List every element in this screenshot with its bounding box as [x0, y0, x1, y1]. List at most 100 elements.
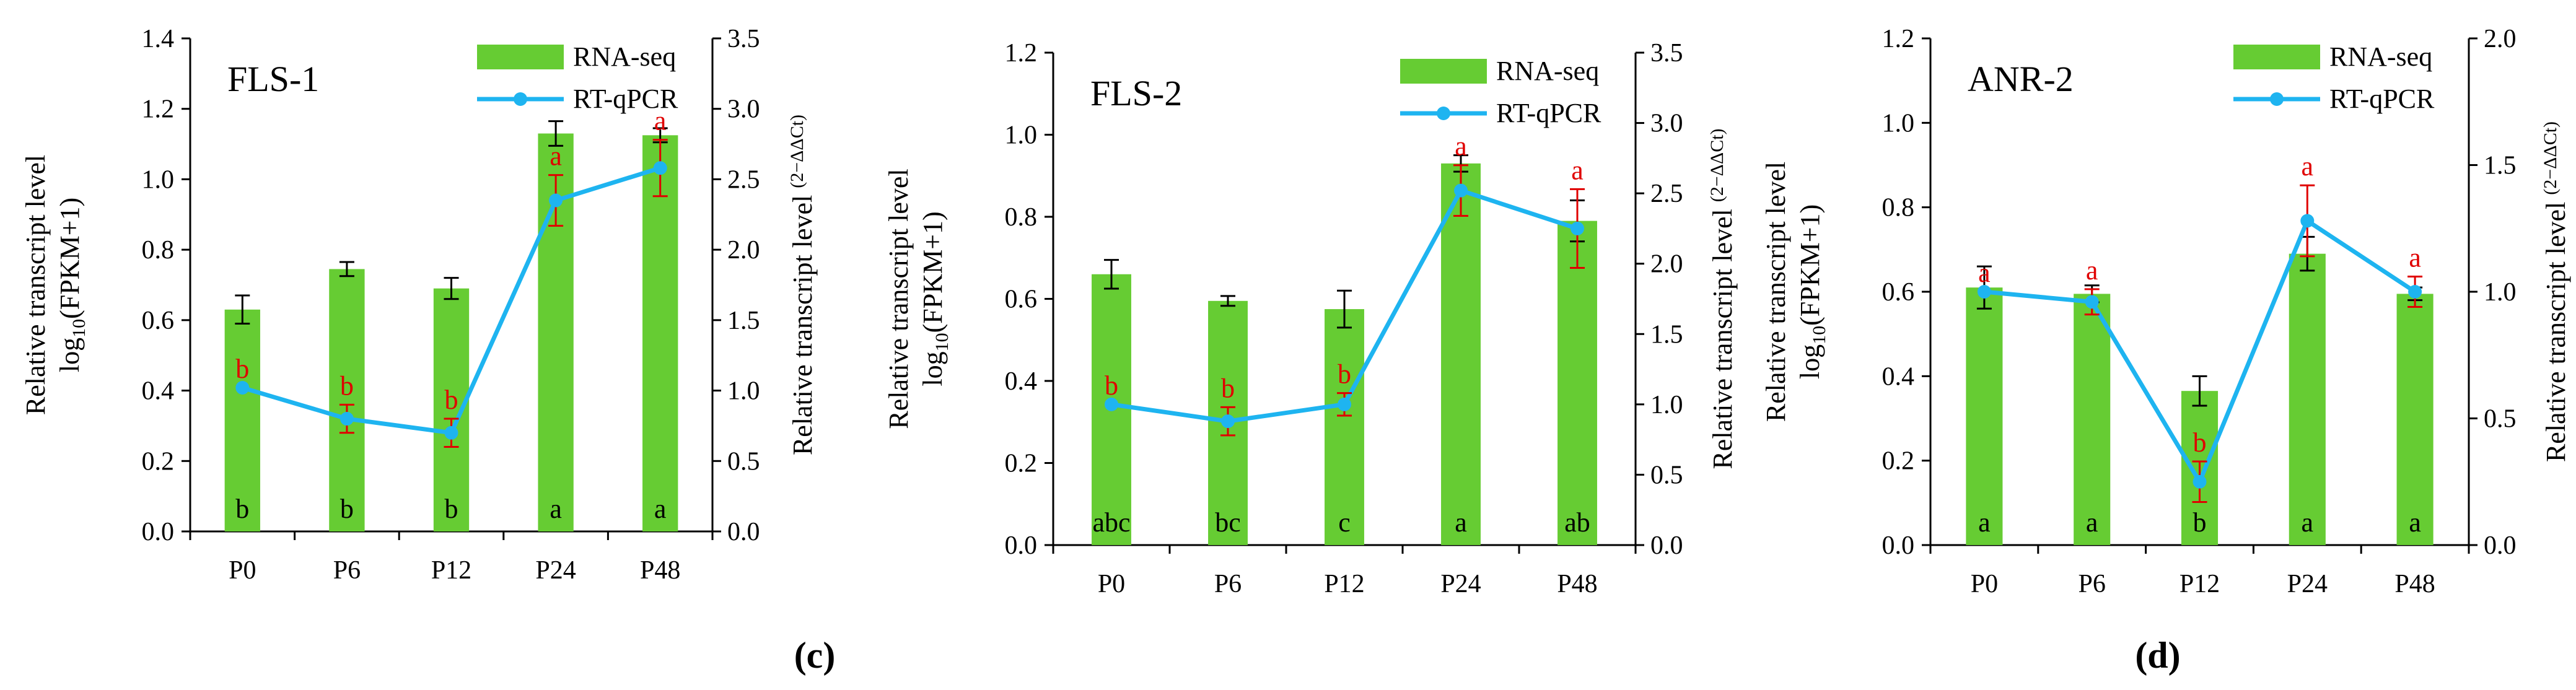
- y-tick-label: 0.0: [1005, 531, 1038, 560]
- legend-label-rtqpcr: RT-qPCR: [2329, 84, 2435, 114]
- y-tick-label: 0.4: [1005, 367, 1038, 396]
- y-axis-label-line2: log10(FPKM+1): [1795, 204, 1829, 379]
- y2-tick-label: 3.0: [1650, 110, 1683, 138]
- y2-axis-label-superscript: (2−ΔΔCt): [1707, 128, 1727, 202]
- rtqpcr-point: [2085, 295, 2099, 309]
- y-axis-label-line1: Relative transcript level: [1761, 162, 1791, 422]
- bar-significance-letter: a: [2409, 507, 2421, 538]
- y2-tick-label: 2.0: [1650, 250, 1683, 279]
- rtqpcr-point: [235, 381, 250, 395]
- legend-label-rnaseq: RNA-seq: [573, 41, 676, 72]
- panel-label-c: (c): [794, 635, 836, 676]
- y-axis-label-line2: log10(FPKM+1): [918, 211, 952, 386]
- bar-significance-letter: a: [550, 494, 562, 524]
- y-axis-label-subscript: 10: [69, 319, 89, 338]
- bar-significance-letter: a: [1978, 507, 1991, 538]
- chart-fls1: 0.0 0.2 0.4 0.6 0.8 1.0 1.2 1.4 0.0 0.5 1.0 1.5 2.0 2…: [20, 25, 818, 585]
- line-significance-letter: a: [2086, 255, 2098, 286]
- bar: [642, 135, 678, 531]
- chart-title: FLS-2: [1090, 73, 1182, 113]
- y-axis-label-fpkm: (FPKM+1): [55, 198, 85, 319]
- y2-tick-label: 1.5: [2484, 152, 2517, 180]
- chart-fls2: 0.0 0.2 0.4 0.6 0.8 1.0 1.2 0.0 0.5 1.0 1.5 2.0 2.5 3…: [883, 39, 1738, 598]
- y-tick-label: 0.4: [1882, 362, 1915, 391]
- x-tick-label: P24: [1440, 570, 1481, 598]
- bar: [1441, 163, 1481, 545]
- y-tick-label: 0.2: [1005, 450, 1038, 478]
- y-tick-label: 0.8: [1005, 203, 1038, 232]
- y2-tick-label: 1.0: [727, 377, 760, 406]
- y-axis-label-log: log: [1795, 344, 1825, 379]
- y2-tick-label: 2.5: [727, 165, 760, 194]
- y2-tick-label: 0.5: [2484, 405, 2517, 434]
- x-tick-label: P48: [1557, 570, 1597, 598]
- legend-label-rtqpcr: RT-qPCR: [1496, 98, 1601, 128]
- y-tick-label: 0.2: [142, 447, 175, 476]
- rtqpcr-point: [2193, 474, 2207, 489]
- y2-tick-label: 1.5: [1650, 320, 1683, 349]
- bar-significance-letter: b: [235, 494, 249, 524]
- line-significance-letter: a: [1455, 131, 1467, 162]
- x-tick-label: P0: [229, 556, 256, 585]
- y2-tick-label: 1.0: [2484, 278, 2517, 307]
- y-tick-label: 1.2: [1005, 39, 1038, 68]
- rtqpcr-point: [653, 161, 667, 175]
- y-tick-label: 0.0: [1882, 531, 1915, 560]
- y2-tick-label: 3.0: [727, 95, 760, 124]
- x-tick-label: P12: [1324, 570, 1364, 598]
- y2-tick-label: 0.0: [1650, 531, 1683, 560]
- y2-tick-label: 3.5: [727, 25, 760, 53]
- y-tick-label: 0.4: [142, 377, 175, 406]
- y2-tick-label: 0.0: [727, 518, 760, 546]
- legend-bar-swatch: [1400, 59, 1487, 84]
- rtqpcr-point: [549, 193, 563, 207]
- y-tick-label: 0.8: [142, 236, 175, 264]
- y-tick-label: 1.4: [142, 25, 175, 53]
- bar-significance-letter: a: [654, 494, 667, 524]
- y2-tick-label: 2.0: [2484, 25, 2517, 53]
- y2-axis-label: Relative transcript level (2−ΔΔCt): [1707, 128, 1738, 469]
- bar: [2074, 294, 2111, 545]
- rtqpcr-point: [1338, 397, 1351, 411]
- rtqpcr-point: [1454, 183, 1468, 198]
- bar: [1557, 221, 1597, 545]
- y-axis-label-fpkm: (FPKM+1): [918, 211, 948, 333]
- x-tick-label: P48: [2394, 570, 2435, 598]
- x-tick-label: P12: [2180, 570, 2220, 598]
- y-tick-label: 1.2: [142, 95, 175, 124]
- y-axis-label-log: log: [918, 351, 948, 386]
- x-tick-label: P0: [1971, 570, 1998, 598]
- bar: [2289, 253, 2326, 545]
- line-significance-letter: a: [2302, 151, 2314, 181]
- legend-bar-swatch: [477, 45, 564, 69]
- chart-title: FLS-1: [227, 59, 319, 99]
- legend-label-rtqpcr: RT-qPCR: [573, 84, 678, 114]
- y2-axis-label: Relative transcript level (2−ΔΔCt): [787, 115, 818, 455]
- y2-tick-label: 1.0: [1650, 391, 1683, 419]
- y-tick-label: 1.0: [142, 165, 175, 194]
- y-tick-label: 0.6: [1882, 278, 1915, 307]
- line-significance-letter: a: [2409, 242, 2421, 273]
- bar-significance-letter: a: [2086, 507, 2098, 538]
- bar-significance-letter: ab: [1564, 507, 1590, 538]
- bar-significance-letter: a: [1455, 507, 1467, 538]
- bar-significance-letter: b: [340, 494, 354, 524]
- line-significance-letter: b: [1338, 359, 1351, 390]
- bar: [2396, 294, 2434, 545]
- y2-axis-label-superscript: (2−ΔΔCt): [787, 115, 807, 188]
- line-significance-letter: a: [654, 106, 667, 136]
- y2-tick-label: 2.0: [727, 236, 760, 264]
- rtqpcr-point: [1977, 285, 1991, 299]
- y2-tick-label: 3.5: [1650, 39, 1683, 68]
- rtqpcr-point: [2408, 285, 2422, 299]
- y-tick-label: 0.2: [1882, 447, 1915, 476]
- y2-tick-label: 0.5: [727, 447, 760, 476]
- bar: [224, 309, 260, 531]
- legend-label-rnaseq: RNA-seq: [1496, 56, 1599, 86]
- line-significance-letter: a: [1978, 258, 1991, 288]
- bar-significance-letter: a: [2302, 507, 2314, 538]
- bar-significance-letter: bc: [1215, 507, 1241, 538]
- rtqpcr-point: [2300, 214, 2315, 228]
- x-tick-label: P48: [640, 556, 680, 585]
